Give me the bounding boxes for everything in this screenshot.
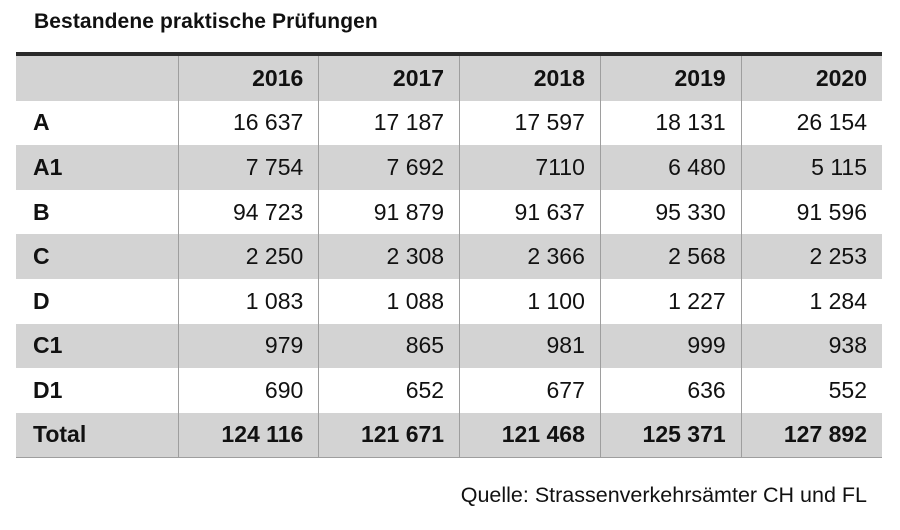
value-cell: 979 [177,323,320,369]
year-header: 2019 [599,56,742,101]
value-cell: 2 250 [177,234,320,279]
year-header: 2018 [459,56,601,101]
value-cell: 636 [599,368,742,413]
value-cell: 690 [177,368,320,413]
value-cell: 652 [318,368,461,413]
header-row: 2016 2017 2018 2019 2020 [16,56,882,101]
category-label: D1 [16,368,179,413]
category-label: C1 [16,323,179,369]
value-cell: 981 [459,323,601,369]
value-cell: 1 227 [599,278,742,324]
total-label: Total [16,412,179,458]
table-row: A1 7 754 7 692 7110 6 480 5 115 [16,145,882,190]
category-label: A [16,100,179,146]
value-cell: 7110 [459,145,601,190]
value-cell: 865 [318,323,461,369]
year-header: 2020 [740,56,882,101]
table-row: B 94 723 91 879 91 637 95 330 91 596 [16,189,882,235]
value-cell: 1 100 [459,278,601,324]
total-value-cell: 121 468 [459,412,601,458]
value-cell: 1 284 [740,278,882,324]
value-cell: 7 754 [177,145,320,190]
value-cell: 2 253 [740,234,882,279]
value-cell: 938 [740,323,882,369]
value-cell: 2 366 [459,234,601,279]
total-value-cell: 121 671 [318,412,461,458]
total-value-cell: 125 371 [599,412,742,458]
value-cell: 94 723 [177,189,320,235]
value-cell: 91 596 [740,189,882,235]
category-label: C [16,234,179,279]
table-row: D1 690 652 677 636 552 [16,368,882,413]
year-header: 2017 [318,56,461,101]
table-row: D 1 083 1 088 1 100 1 227 1 284 [16,278,882,324]
table-row: C1 979 865 981 999 938 [16,323,882,369]
value-cell: 17 187 [318,100,461,146]
value-cell: 17 597 [459,100,601,146]
value-cell: 91 879 [318,189,461,235]
value-cell: 999 [599,323,742,369]
total-row: Total 124 116 121 671 121 468 125 371 12… [16,412,882,458]
table-title: Bestandene praktische Prüfungen [34,10,378,33]
value-cell: 6 480 [599,145,742,190]
exam-statistics-table: 2016 2017 2018 2019 2020 A 16 637 17 187… [16,56,882,458]
category-label: A1 [16,145,179,190]
table-top-rule [16,52,882,56]
value-cell: 2 568 [599,234,742,279]
value-cell: 16 637 [177,100,320,146]
value-cell: 1 088 [318,278,461,324]
value-cell: 2 308 [318,234,461,279]
total-value-cell: 127 892 [740,412,882,458]
value-cell: 95 330 [599,189,742,235]
value-cell: 552 [740,368,882,413]
table-row: C 2 250 2 308 2 366 2 568 2 253 [16,234,882,279]
category-label: D [16,278,179,324]
header-corner-cell [16,56,179,101]
value-cell: 677 [459,368,601,413]
value-cell: 91 637 [459,189,601,235]
source-note: Quelle: Strassenverkehrsämter CH und FL [460,483,867,507]
year-header: 2016 [177,56,320,101]
category-label: B [16,189,179,235]
value-cell: 18 131 [599,100,742,146]
value-cell: 7 692 [318,145,461,190]
value-cell: 26 154 [740,100,882,146]
table-row: A 16 637 17 187 17 597 18 131 26 154 [16,100,882,146]
value-cell: 1 083 [177,278,320,324]
value-cell: 5 115 [740,145,882,190]
total-value-cell: 124 116 [177,412,320,458]
